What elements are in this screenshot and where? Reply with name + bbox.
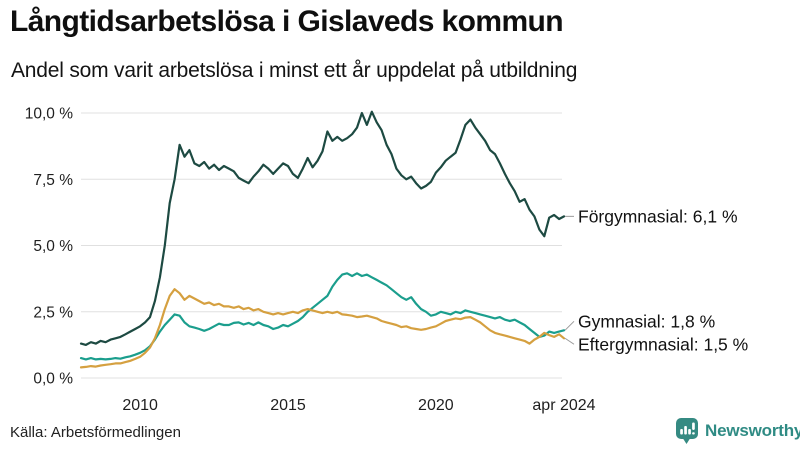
y-tick-label: 0,0 % bbox=[33, 371, 73, 388]
series-line-förgymnasial bbox=[79, 110, 566, 346]
label-leader-line bbox=[564, 337, 575, 345]
series-line-eftergymnasial bbox=[79, 288, 566, 369]
source-note: Källa: Arbetsförmedlingen bbox=[10, 424, 181, 441]
y-tick-label: 7,5 % bbox=[33, 172, 73, 189]
y-axis-labels: 0,0 % 2,5 % 5,0 % 7,5 % 10,0 % bbox=[25, 106, 73, 388]
page-title: Långtidsarbetslösa i Gislaveds kommun bbox=[10, 5, 564, 38]
newsworthy-bubble-chart-icon bbox=[676, 418, 698, 444]
newsworthy-wordmark: Newsworthy bbox=[705, 420, 800, 440]
y-tick-label: 5,0 % bbox=[33, 238, 73, 255]
series-lines bbox=[79, 110, 566, 369]
series-end-label-eftergymnasial: Eftergymnasial: 1,5 % bbox=[578, 334, 748, 354]
series-line-gymnasial bbox=[79, 272, 566, 361]
x-tick-label: 2010 bbox=[122, 397, 158, 414]
y-tick-label: 2,5 % bbox=[33, 304, 73, 321]
newsworthy-logo: Newsworthy bbox=[675, 416, 800, 445]
x-tick-label: 2020 bbox=[418, 397, 454, 414]
x-tick-label: 2015 bbox=[270, 397, 306, 414]
x-tick-label: apr 2024 bbox=[532, 397, 595, 414]
x-axis-labels: 2010 2015 2020 apr 2024 bbox=[122, 397, 595, 414]
series-end-label-gymnasial: Gymnasial: 1,8 % bbox=[578, 311, 715, 331]
y-tick-label: 10,0 % bbox=[25, 106, 73, 123]
label-leader-line bbox=[564, 320, 575, 331]
series-annotations: Förgymnasial: 6,1 % Gymnasial: 1,8 % Efter… bbox=[564, 206, 748, 354]
page-subtitle: Andel som varit arbetslösa i minst ett å… bbox=[11, 59, 578, 82]
series-end-label-förgymnasial: Förgymnasial: 6,1 % bbox=[578, 206, 738, 226]
